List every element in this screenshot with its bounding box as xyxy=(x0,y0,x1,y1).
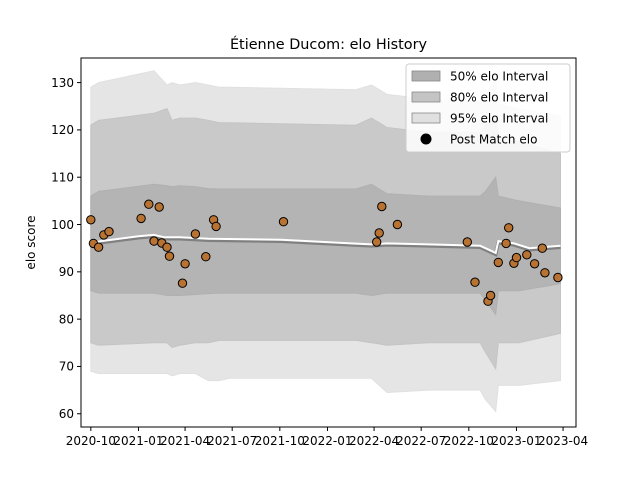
legend-box xyxy=(405,63,571,153)
post-match-point xyxy=(504,223,514,233)
x-tick-label: 2022-10 xyxy=(444,434,494,448)
elo-lines xyxy=(90,233,561,257)
post-match-point xyxy=(104,226,114,237)
post-match-point xyxy=(522,250,532,260)
post-match-point xyxy=(136,213,146,224)
y-tick-label: 130 xyxy=(51,76,74,90)
post-match-points xyxy=(86,199,563,306)
post-match-point xyxy=(93,242,104,252)
post-match-point xyxy=(470,277,480,287)
x-axis-ticks: 2020-102021-012021-042021-072021-102022-… xyxy=(66,427,588,448)
post-match-point xyxy=(493,257,503,268)
x-tick-label: 2023-01 xyxy=(491,434,541,448)
legend-marker xyxy=(420,133,432,145)
post-match-point xyxy=(86,215,96,225)
post-match-point xyxy=(374,228,384,238)
legend-label: 50% elo Interval xyxy=(450,70,548,84)
post-match-point xyxy=(211,221,221,232)
post-match-point xyxy=(177,278,188,288)
post-match-point xyxy=(162,242,172,252)
legend-label: 95% elo Interval xyxy=(450,112,548,126)
post-match-point xyxy=(462,237,472,247)
y-tick-label: 100 xyxy=(51,218,74,232)
x-tick-label: 2021-07 xyxy=(207,434,257,448)
post-match-point xyxy=(392,219,403,230)
elo-line xyxy=(90,233,561,255)
post-match-point xyxy=(553,272,563,283)
post-match-point xyxy=(537,243,547,253)
post-match-point xyxy=(529,259,540,269)
legend-swatch xyxy=(411,91,441,103)
post-match-point xyxy=(144,199,154,209)
y-tick-label: 80 xyxy=(59,312,74,326)
post-match-point xyxy=(278,217,289,227)
legend: 50% elo Interval 80% elo Interval 95% elo … xyxy=(405,63,571,153)
y-axis-ticks: 60 70 80 90 100 110 120 130 xyxy=(51,76,81,421)
legend-swatch xyxy=(411,70,441,82)
legend-swatch xyxy=(411,112,441,124)
post-match-point xyxy=(149,236,159,246)
post-match-point xyxy=(372,237,382,247)
x-tick-label: 2023-04 xyxy=(538,434,588,448)
y-tick-label: 70 xyxy=(59,360,74,374)
post-match-point xyxy=(501,238,511,249)
x-tick-label: 2021-01 xyxy=(113,434,163,448)
post-match-point xyxy=(377,201,387,212)
y-tick-label: 60 xyxy=(59,407,74,421)
x-tick-label: 2022-07 xyxy=(396,434,446,448)
chart-title: Étienne Ducom: elo History xyxy=(230,36,428,53)
y-tick-label: 120 xyxy=(51,123,74,137)
x-tick-label: 2021-04 xyxy=(160,434,210,448)
legend-label: Post Match elo xyxy=(450,133,537,147)
y-axis-label: elo score xyxy=(24,215,38,269)
x-tick-label: 2022-01 xyxy=(302,434,352,448)
axes-frame xyxy=(80,57,577,428)
post-match-point xyxy=(154,202,164,212)
x-tick-label: 2021-10 xyxy=(255,434,305,448)
band-50 xyxy=(90,175,561,316)
post-match-point xyxy=(485,290,496,301)
y-tick-label: 90 xyxy=(59,265,74,279)
post-match-point xyxy=(511,252,522,263)
x-tick-label: 2020-10 xyxy=(66,434,116,448)
y-tick-label: 110 xyxy=(51,171,74,185)
post-match-point xyxy=(180,259,190,269)
legend-label: 80% elo Interval xyxy=(450,91,548,105)
x-tick-label: 2022-04 xyxy=(349,434,399,448)
post-match-point xyxy=(190,229,201,239)
post-match-point xyxy=(164,251,175,261)
post-match-point xyxy=(540,268,550,278)
post-match-point xyxy=(201,252,211,262)
